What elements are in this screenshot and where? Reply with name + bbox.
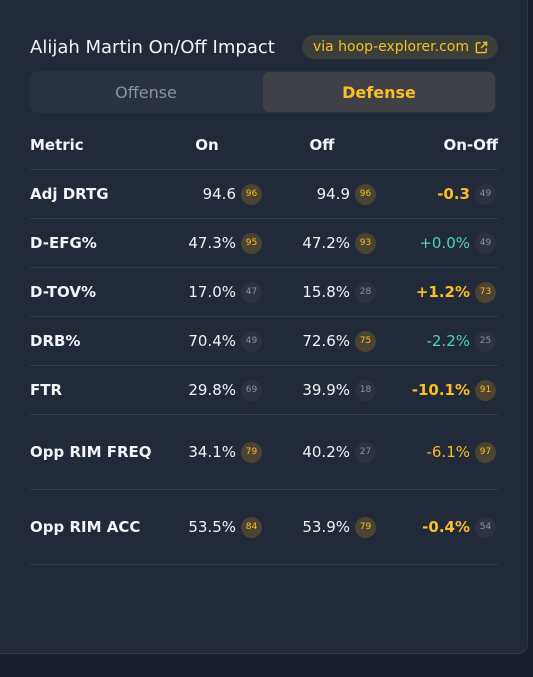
metric-name: DRB% <box>30 316 152 366</box>
table-header-row: Metric On Off On-Off <box>30 121 498 170</box>
on-off-value: -6.1% <box>426 443 470 461</box>
off-value: 53.9% <box>302 518 350 536</box>
off-rank-badge: 27 <box>355 441 376 463</box>
off-value: 72.6% <box>302 332 350 350</box>
on-value: 17.0% <box>188 283 236 301</box>
metric-name: D-TOV% <box>30 267 152 317</box>
on-off-value: +1.2% <box>415 283 470 301</box>
on-off-table: Metric On Off On-Off Adj DRTG 94.6 96 94.… <box>30 121 498 565</box>
on-rank-badge: 47 <box>241 281 262 303</box>
off-value: 47.2% <box>302 234 350 252</box>
source-link-label: via hoop-explorer.com <box>312 39 469 55</box>
offense-defense-tabs: Offense Defense <box>30 71 496 113</box>
metric-name: Opp RIM ACC <box>30 489 152 565</box>
off-rank-badge: 28 <box>355 281 376 303</box>
metric-name: Adj DRTG <box>30 169 152 219</box>
on-off-rank-badge: 91 <box>475 379 496 401</box>
table-row: D-EFG% 47.3% 95 47.2% 93 +0.0% 49 <box>30 218 498 268</box>
on-rank-badge: 84 <box>241 516 262 538</box>
table-row: D-TOV% 17.0% 47 15.8% 28 +1.2% 73 <box>30 267 498 317</box>
metric-name: FTR <box>30 365 152 415</box>
off-value: 40.2% <box>302 443 350 461</box>
table-row: DRB% 70.4% 49 72.6% 75 -2.2% 25 <box>30 316 498 366</box>
tab-offense[interactable]: Offense <box>115 82 177 102</box>
on-off-value: -10.1% <box>411 381 470 399</box>
on-rank-badge: 69 <box>241 379 262 401</box>
external-link-icon <box>475 41 488 53</box>
metric-name: D-EFG% <box>30 218 152 268</box>
header-off: Off <box>262 121 382 170</box>
off-rank-badge: 93 <box>355 232 376 254</box>
off-rank-badge: 96 <box>355 183 376 205</box>
on-value: 47.3% <box>188 234 236 252</box>
off-value: 39.9% <box>302 381 350 399</box>
on-off-rank-badge: 73 <box>475 281 496 303</box>
off-rank-badge: 18 <box>355 379 376 401</box>
on-rank-badge: 49 <box>241 330 262 352</box>
metric-name: Opp RIM FREQ <box>30 414 152 490</box>
on-off-rank-badge: 25 <box>475 330 496 352</box>
on-off-rank-badge: 97 <box>475 441 496 463</box>
off-value: 94.9 <box>316 185 350 203</box>
table-row: Opp RIM ACC 53.5% 84 53.9% 79 -0.4% 54 <box>30 489 498 565</box>
source-link[interactable]: via hoop-explorer.com <box>301 35 498 59</box>
off-rank-badge: 75 <box>355 330 376 352</box>
on-rank-badge: 79 <box>241 441 262 463</box>
on-off-value: +0.0% <box>419 234 470 252</box>
header-on: On <box>152 121 262 170</box>
card-header: Alijah Martin On/Off Impact via hoop-exp… <box>30 33 498 61</box>
table-row: FTR 29.8% 69 39.9% 18 -10.1% 91 <box>30 365 498 415</box>
on-off-rank-badge: 49 <box>475 232 496 254</box>
on-off-value: -0.4% <box>422 518 470 536</box>
on-value: 94.6 <box>202 185 236 203</box>
table-row: Adj DRTG 94.6 96 94.9 96 -0.3 49 <box>30 169 498 219</box>
table-row: Opp RIM FREQ 34.1% 79 40.2% 27 -6.1% 97 <box>30 414 498 490</box>
on-off-rank-badge: 49 <box>475 183 496 205</box>
card-title: Alijah Martin On/Off Impact <box>30 36 275 58</box>
header-on-off: On-Off <box>382 121 498 170</box>
on-value: 29.8% <box>188 381 236 399</box>
on-off-value: -2.2% <box>426 332 470 350</box>
tab-defense[interactable]: Defense <box>263 72 495 112</box>
off-value: 15.8% <box>302 283 350 301</box>
on-value: 53.5% <box>188 518 236 536</box>
off-rank-badge: 79 <box>355 516 376 538</box>
on-rank-badge: 95 <box>241 232 262 254</box>
on-off-value: -0.3 <box>437 185 470 203</box>
on-off-rank-badge: 54 <box>475 516 496 538</box>
on-value: 70.4% <box>188 332 236 350</box>
on-value: 34.1% <box>188 443 236 461</box>
on-rank-badge: 96 <box>241 183 262 205</box>
header-metric: Metric <box>30 121 152 170</box>
